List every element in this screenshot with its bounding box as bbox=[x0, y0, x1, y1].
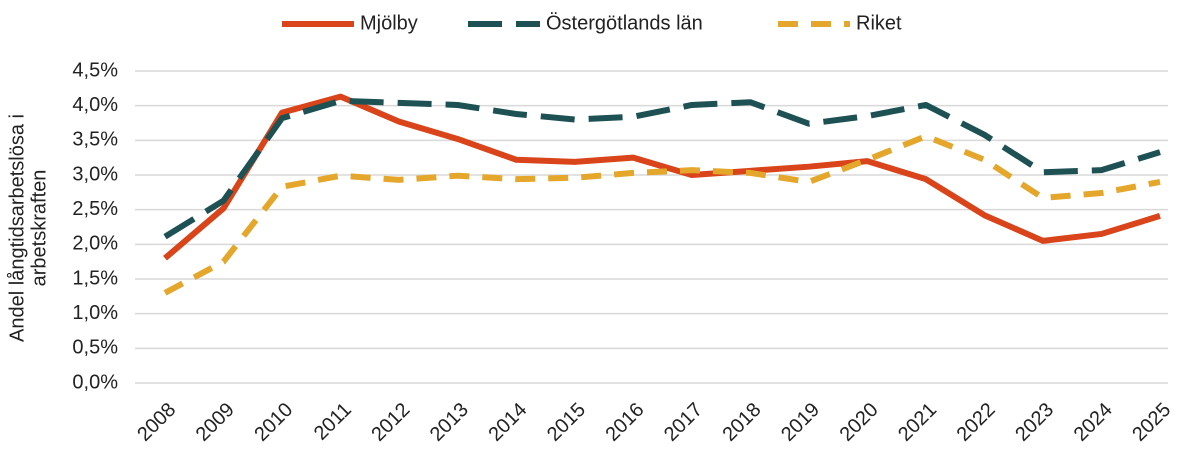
x-tick-label: 2008 bbox=[133, 399, 180, 446]
x-tick: 2023 bbox=[1011, 399, 1058, 446]
y-tick-label: 2,0% bbox=[72, 233, 118, 255]
x-tick: 2021 bbox=[894, 399, 941, 446]
x-tick-label: 2019 bbox=[777, 399, 824, 446]
series-line bbox=[163, 97, 1161, 240]
y-tick-label: 3,5% bbox=[72, 129, 118, 151]
y-tick-label: 3,0% bbox=[72, 163, 118, 185]
x-tick: 2013 bbox=[426, 399, 473, 446]
legend-label: Riket bbox=[856, 12, 902, 34]
x-tick-label: 2011 bbox=[310, 399, 356, 445]
x-tick: 2025 bbox=[1128, 399, 1175, 446]
y-tick-label: 0,0% bbox=[72, 371, 118, 393]
x-tick: 2024 bbox=[1070, 399, 1117, 446]
x-tick: 2017 bbox=[660, 399, 707, 446]
legend-label: Mjölby bbox=[360, 12, 418, 34]
x-tick: 2010 bbox=[250, 399, 297, 446]
x-tick: 2019 bbox=[777, 399, 824, 446]
x-tick-label: 2015 bbox=[543, 399, 590, 446]
y-tick-label: 4,0% bbox=[72, 94, 118, 116]
x-tick-label: 2024 bbox=[1070, 399, 1117, 446]
x-tick: 2008 bbox=[133, 399, 180, 446]
legend-label: Östergötlands län bbox=[546, 12, 703, 34]
x-tick-label: 2012 bbox=[367, 399, 414, 446]
y-tick-label: 1,0% bbox=[72, 302, 118, 324]
x-tick: 2012 bbox=[367, 399, 414, 446]
y-axis-title-line: Andel långtidsarbetslösa i bbox=[6, 114, 28, 342]
x-tick-label: 2025 bbox=[1128, 399, 1175, 446]
y-axis-title-line: arbetskraften bbox=[28, 170, 50, 287]
x-tick: 2020 bbox=[836, 399, 883, 446]
x-tick: 2018 bbox=[719, 399, 766, 446]
x-tick-label: 2014 bbox=[484, 399, 531, 446]
series-line bbox=[163, 93, 1161, 261]
x-tick-label: 2018 bbox=[719, 399, 766, 446]
x-tick-label: 2021 bbox=[894, 399, 941, 446]
y-tick-label: 1,5% bbox=[72, 267, 118, 289]
x-tick-label: 2020 bbox=[836, 399, 883, 446]
y-tick-label: 2,5% bbox=[72, 198, 118, 220]
x-tick-label: 2009 bbox=[192, 399, 239, 446]
x-tick-label: 2010 bbox=[250, 399, 297, 446]
x-tick-label: 2013 bbox=[426, 399, 473, 446]
y-tick-label: 0,5% bbox=[72, 337, 118, 359]
y-axis-title: Andel långtidsarbetslösa i arbetskraften bbox=[6, 114, 50, 342]
x-tick: 2009 bbox=[192, 399, 239, 446]
x-tick: 2015 bbox=[543, 399, 590, 446]
x-tick: 2016 bbox=[601, 399, 648, 446]
x-tick: 2014 bbox=[484, 399, 531, 446]
x-tick-label: 2022 bbox=[953, 399, 1000, 446]
x-tick-label: 2016 bbox=[601, 399, 648, 446]
x-tick: 2022 bbox=[953, 399, 1000, 446]
x-tick: 2011 bbox=[310, 399, 356, 445]
y-tick-label: 4,5% bbox=[72, 59, 118, 81]
x-tick-label: 2017 bbox=[660, 399, 707, 446]
series-line bbox=[163, 133, 1161, 296]
x-tick-label: 2023 bbox=[1011, 399, 1058, 446]
